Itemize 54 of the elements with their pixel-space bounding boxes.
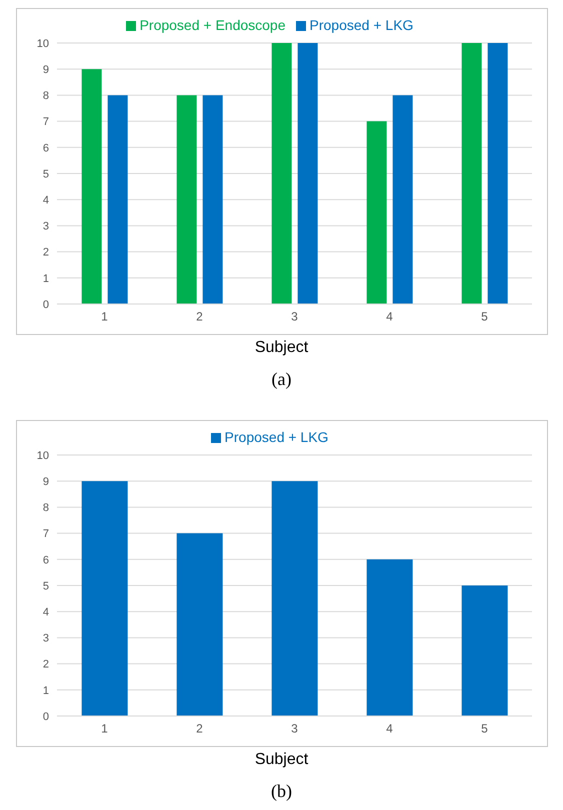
y-tick-label: 10 xyxy=(36,450,49,462)
x-tick-label: 1 xyxy=(101,722,108,736)
y-tick-label: 1 xyxy=(42,684,49,697)
x-tick-label: 3 xyxy=(291,722,298,736)
bar xyxy=(108,95,128,304)
y-tick-label: 4 xyxy=(42,606,49,619)
bar xyxy=(462,586,508,716)
y-tick-label: 8 xyxy=(42,90,49,102)
x-axis-title: Subject xyxy=(254,339,310,357)
text: (b) xyxy=(270,781,293,802)
bar xyxy=(176,95,197,304)
y-tick-label: 0 xyxy=(42,298,49,311)
y-tick-label: 7 xyxy=(42,116,49,128)
bar xyxy=(202,95,223,304)
bar xyxy=(366,559,413,716)
x-tick-label: 3 xyxy=(291,310,298,324)
y-tick-label: 8 xyxy=(42,502,49,514)
bar xyxy=(82,481,128,716)
y-tick-label: 6 xyxy=(42,554,49,566)
y-tick-label: 3 xyxy=(42,632,49,645)
text: (a) xyxy=(270,369,292,390)
x-tick-label: 4 xyxy=(386,310,394,324)
x-tick-label: 5 xyxy=(481,722,488,736)
x-axis-title: Subject xyxy=(254,751,310,769)
x-tick-label: 2 xyxy=(196,722,204,736)
y-tick-label: 3 xyxy=(42,220,49,233)
legend-label: Proposed + LKG xyxy=(224,429,328,445)
y-tick-label: 9 xyxy=(42,64,49,76)
y-tick-label: 2 xyxy=(42,658,49,671)
bar xyxy=(488,43,508,304)
y-tick-label: 9 xyxy=(42,476,49,488)
x-tick-label: 5 xyxy=(481,310,488,324)
legend-label: Proposed + LKG xyxy=(310,17,414,33)
y-tick-label: 1 xyxy=(42,272,49,285)
bar xyxy=(462,43,482,304)
x-tick-label: 1 xyxy=(101,310,108,324)
bar xyxy=(176,533,223,716)
bar xyxy=(272,481,318,716)
bar xyxy=(82,69,102,304)
y-tick-label: 0 xyxy=(42,710,49,723)
bar xyxy=(272,43,292,304)
bar xyxy=(298,43,318,304)
y-tick-label: 2 xyxy=(42,246,49,259)
x-tick-label: 2 xyxy=(196,310,204,324)
y-tick-label: 5 xyxy=(42,580,49,592)
y-tick-label: 10 xyxy=(36,38,49,50)
y-tick-label: 4 xyxy=(42,194,49,207)
y-tick-label: 6 xyxy=(42,142,49,154)
x-tick-label: 4 xyxy=(386,722,394,736)
legend-label: Proposed + Endoscope xyxy=(140,17,286,33)
y-tick-label: 7 xyxy=(42,528,49,540)
bar xyxy=(366,121,387,304)
y-tick-label: 5 xyxy=(42,168,49,180)
bar xyxy=(392,95,413,304)
